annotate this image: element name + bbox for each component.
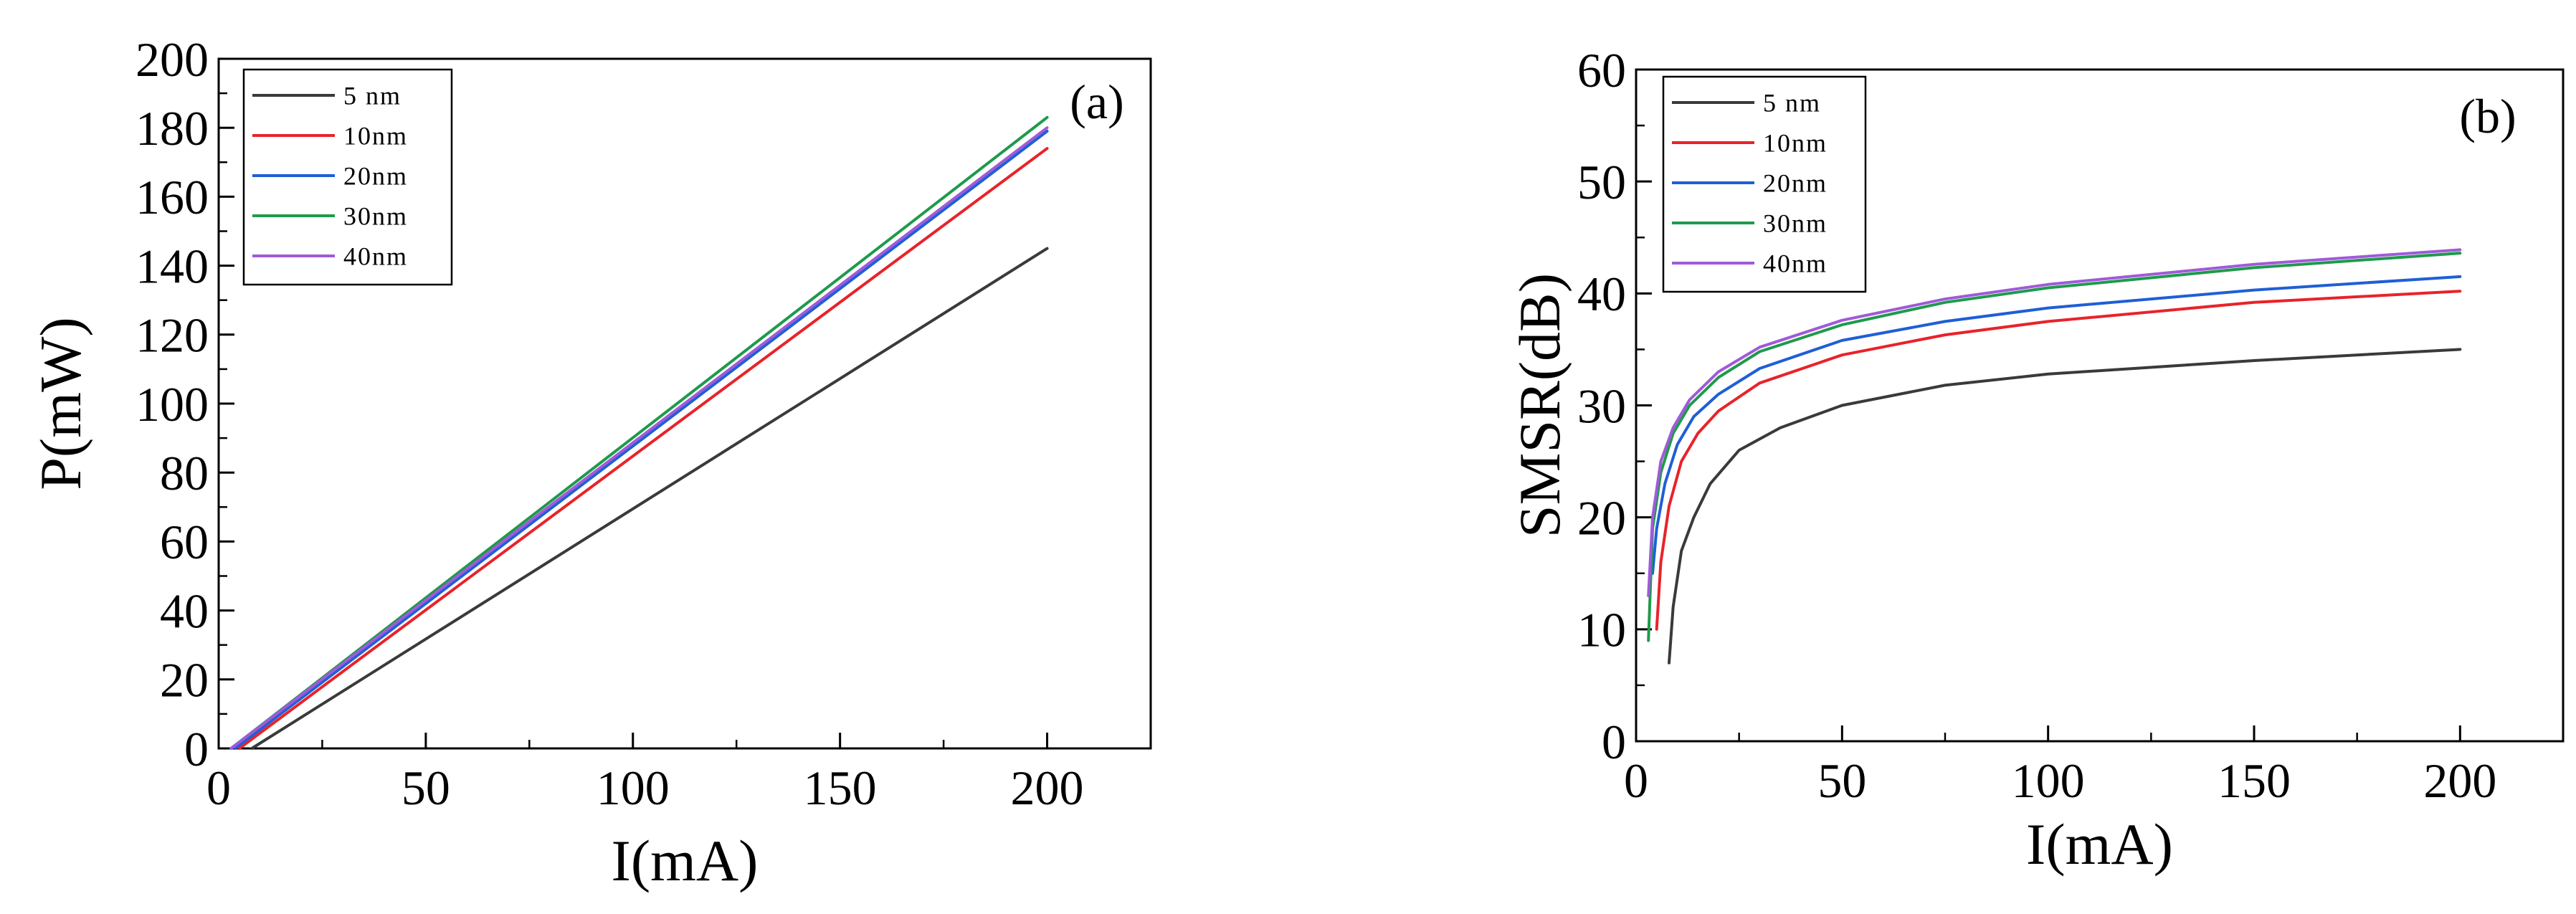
y-axis-label: SMSR(dB) bbox=[1507, 273, 1572, 538]
y-tick-label: 20 bbox=[1577, 490, 1626, 545]
y-tick-label: 120 bbox=[136, 308, 209, 363]
chart-panel-a: 0 50 100 150 200 0 20 40 60 80 100 120 140 160 180 200 I… bbox=[28, 32, 1152, 893]
y-tick-label: 10 bbox=[1577, 603, 1626, 657]
y-tick-label: 30 bbox=[1577, 379, 1626, 433]
legend-label: 40nm bbox=[1763, 249, 1828, 278]
y-tick-label: 60 bbox=[1577, 43, 1626, 97]
y-tick-label: 200 bbox=[136, 32, 209, 87]
y-tick-label: 20 bbox=[160, 653, 209, 708]
y-tick-label: 40 bbox=[160, 584, 209, 638]
x-tick-label: 100 bbox=[597, 761, 670, 815]
x-tick-label: 150 bbox=[2218, 753, 2291, 808]
legend-label: 5 nm bbox=[343, 82, 401, 110]
y-tick-label: 0 bbox=[184, 722, 209, 776]
series-line bbox=[1647, 248, 2462, 597]
x-tick-label: 150 bbox=[804, 761, 877, 815]
x-tick-label: 100 bbox=[2012, 753, 2085, 808]
chart-panel-b: 0 50 100 150 200 0 10 20 30 40 50 60 I(mA) SMSR(dB) (b… bbox=[1507, 43, 2565, 877]
legend-label: 20nm bbox=[1763, 169, 1828, 198]
x-axis-label: I(mA) bbox=[612, 828, 759, 893]
y-tick-label: 180 bbox=[136, 101, 209, 156]
y-tick-label: 40 bbox=[1577, 267, 1626, 321]
y-tick-label: 0 bbox=[1602, 715, 1626, 769]
series-line bbox=[250, 247, 1049, 750]
y-tick-label: 50 bbox=[1577, 155, 1626, 209]
x-tick-label: 50 bbox=[1817, 753, 1866, 808]
y-tick-label: 160 bbox=[136, 170, 209, 224]
series-line bbox=[1655, 290, 2462, 631]
y-tick-label: 80 bbox=[160, 446, 209, 500]
series-line bbox=[1651, 275, 2462, 575]
legend-box bbox=[242, 68, 453, 286]
panel-label: (a) bbox=[1070, 75, 1123, 129]
y-axis-label: P(mW) bbox=[28, 317, 93, 490]
legend-label: 20nm bbox=[343, 162, 408, 191]
x-tick-label: 200 bbox=[1011, 761, 1084, 815]
legend-label: 10nm bbox=[343, 122, 408, 151]
x-tick-label: 50 bbox=[401, 761, 450, 815]
panel-label: (b) bbox=[2459, 89, 2516, 143]
x-axis-label: I(mA) bbox=[2026, 811, 2173, 877]
series-line bbox=[237, 147, 1049, 750]
series-line bbox=[234, 130, 1049, 750]
series-line bbox=[229, 126, 1049, 750]
legend-label: 30nm bbox=[343, 202, 408, 231]
legend-label: 40nm bbox=[343, 242, 408, 271]
legend-label: 30nm bbox=[1763, 209, 1828, 238]
legend-label: 10nm bbox=[1763, 129, 1828, 158]
x-tick-label: 200 bbox=[2423, 753, 2496, 808]
legend-label: 5 nm bbox=[1763, 89, 1821, 118]
series-line bbox=[1647, 252, 2462, 642]
x-tick-label: 0 bbox=[1624, 753, 1648, 808]
series-line bbox=[1668, 348, 2462, 665]
y-tick-label: 60 bbox=[160, 515, 209, 569]
y-tick-label: 140 bbox=[136, 239, 209, 293]
x-tick-label: 0 bbox=[206, 761, 231, 815]
y-tick-label: 100 bbox=[136, 377, 209, 432]
